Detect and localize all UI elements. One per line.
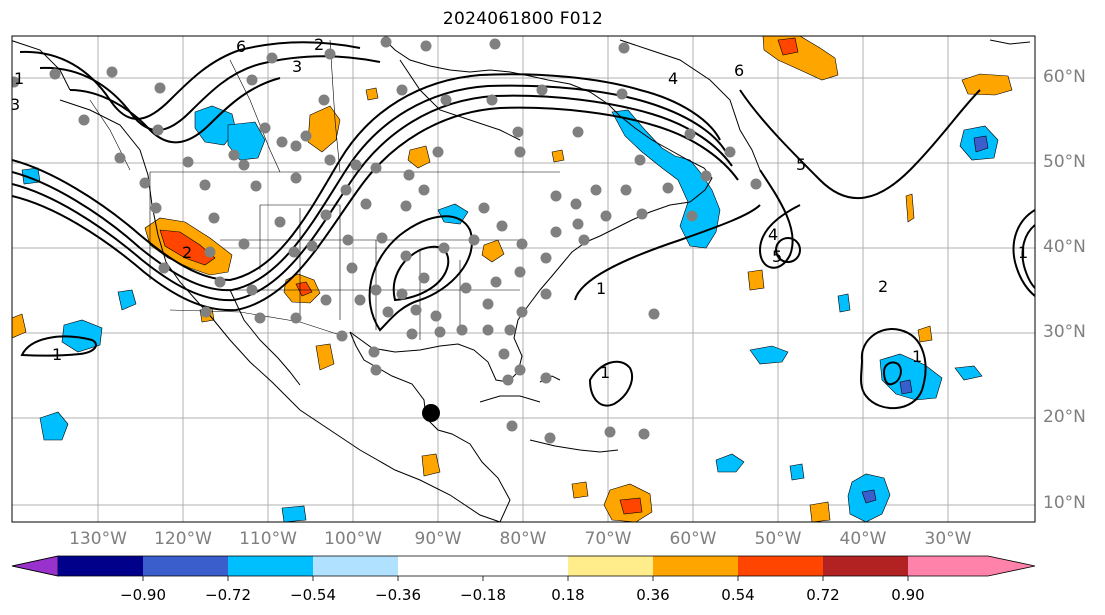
lon-label-50w: 50°W bbox=[754, 529, 802, 549]
colorbar-tick-9: 0.90 bbox=[891, 586, 925, 604]
colorbar-tick-3: −0.36 bbox=[375, 586, 421, 604]
svg-text:1: 1 bbox=[600, 363, 610, 382]
political-borders bbox=[89, 39, 560, 340]
svg-text:4: 4 bbox=[768, 225, 778, 244]
colorbar-tick-2: −0.54 bbox=[290, 586, 336, 604]
map-frame bbox=[11, 35, 1036, 523]
svg-text:2: 2 bbox=[182, 243, 192, 262]
lon-label-100w: 100°W bbox=[324, 529, 382, 549]
svg-text:5: 5 bbox=[796, 155, 806, 174]
lat-label-20n: 20°N bbox=[1043, 407, 1086, 427]
colorbar-tick-0: −0.90 bbox=[120, 586, 166, 604]
svg-text:5: 5 bbox=[772, 247, 782, 266]
lon-label-130w: 130°W bbox=[69, 529, 127, 549]
colorbar-tick-6: 0.36 bbox=[636, 586, 670, 604]
colorbar-tick-7: 0.54 bbox=[721, 586, 755, 604]
lat-label-40n: 40°N bbox=[1043, 237, 1086, 257]
colorbar-swatch-4 bbox=[313, 556, 398, 576]
colorbar-tick-8: 0.72 bbox=[806, 586, 840, 604]
svg-text:4: 4 bbox=[668, 69, 678, 88]
colorbar-outline bbox=[11, 555, 1036, 577]
lat-label-10n: 10°N bbox=[1043, 493, 1086, 513]
station-markers bbox=[12, 36, 762, 444]
map-title: 2024061800 F012 bbox=[442, 9, 604, 29]
contour-labels: 1 2 3 4 5 6 1 1 1 1 2 3 4 5 6 1 2 bbox=[10, 35, 1028, 382]
lon-label-40w: 40°W bbox=[839, 529, 887, 549]
svg-text:1: 1 bbox=[1018, 243, 1028, 262]
svg-text:3: 3 bbox=[10, 95, 20, 114]
colorbar-swatch-2 bbox=[143, 556, 228, 576]
svg-text:2: 2 bbox=[314, 35, 324, 54]
lat-label-50n: 50°N bbox=[1043, 152, 1086, 172]
svg-text:3: 3 bbox=[292, 57, 302, 76]
svg-text:6: 6 bbox=[236, 37, 246, 56]
lon-label-30w: 30°W bbox=[924, 529, 972, 549]
colorbar-swatch-5 bbox=[398, 556, 568, 576]
lon-label-70w: 70°W bbox=[584, 529, 632, 549]
svg-text:1: 1 bbox=[52, 345, 62, 364]
colorbar-swatch-3 bbox=[228, 556, 313, 576]
colorbar-tick-1: −0.72 bbox=[205, 586, 251, 604]
colorbar-swatch-0 bbox=[11, 555, 59, 577]
coastlines bbox=[12, 39, 1031, 522]
colorbar-swatch-6 bbox=[568, 556, 653, 576]
lat-label-60n: 60°N bbox=[1043, 67, 1086, 87]
colorbar-swatch-8 bbox=[738, 556, 823, 576]
lon-label-120w: 120°W bbox=[154, 529, 212, 549]
lon-label-90w: 90°W bbox=[414, 529, 462, 549]
lon-label-60w: 60°W bbox=[669, 529, 717, 549]
svg-text:1: 1 bbox=[912, 347, 922, 366]
contours bbox=[12, 41, 1035, 410]
colorbar-tick-5: 0.18 bbox=[551, 586, 585, 604]
colorbar-swatch-10 bbox=[908, 556, 1035, 576]
gridlines bbox=[12, 36, 1035, 522]
colorbar-tick-4: −0.18 bbox=[460, 586, 506, 604]
svg-text:1: 1 bbox=[14, 69, 24, 88]
colorbar-swatch-7 bbox=[653, 556, 738, 576]
lat-label-30n: 30°N bbox=[1043, 322, 1086, 342]
anomaly-fills bbox=[12, 36, 1013, 522]
colorbar bbox=[11, 555, 1036, 581]
lon-label-80w: 80°W bbox=[499, 529, 547, 549]
center-marker bbox=[422, 404, 440, 422]
svg-text:1: 1 bbox=[596, 279, 606, 298]
colorbar-swatch-9 bbox=[823, 556, 908, 576]
svg-text:6: 6 bbox=[734, 61, 744, 80]
svg-text:2: 2 bbox=[878, 277, 888, 296]
lon-label-110w: 110°W bbox=[239, 529, 297, 549]
colorbar-swatch-1 bbox=[58, 556, 143, 576]
